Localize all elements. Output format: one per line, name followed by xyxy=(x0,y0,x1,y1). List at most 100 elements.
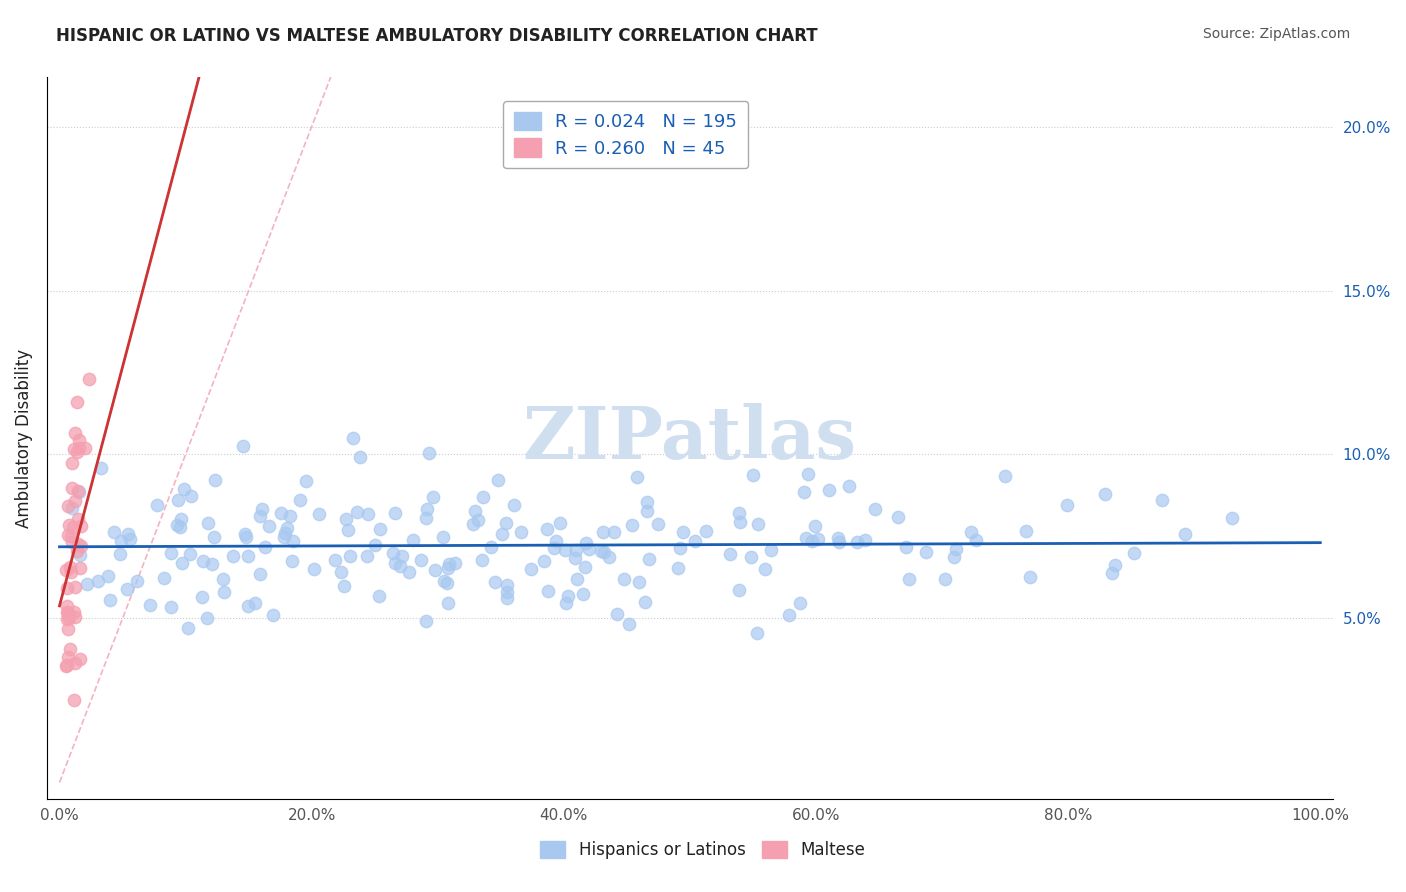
Point xyxy=(728,516,751,530)
Point xyxy=(63,693,86,707)
Legend: Hispanics or Latinos, Maltese: Hispanics or Latinos, Maltese xyxy=(534,834,872,866)
Point xyxy=(1015,524,1038,538)
Point xyxy=(536,523,558,537)
Point xyxy=(620,518,643,533)
Point xyxy=(759,542,782,557)
Point xyxy=(191,590,214,604)
Point xyxy=(262,608,284,623)
Point xyxy=(60,481,83,495)
Point xyxy=(97,568,120,582)
Point xyxy=(479,540,502,554)
Point xyxy=(179,547,201,561)
Point xyxy=(73,442,96,456)
Point xyxy=(274,525,297,540)
Point xyxy=(110,533,132,548)
Point xyxy=(66,544,89,558)
Point xyxy=(634,595,657,609)
Point xyxy=(463,516,485,531)
Point xyxy=(391,549,413,563)
Point xyxy=(56,581,79,595)
Point xyxy=(411,553,433,567)
Point xyxy=(166,517,188,532)
Point xyxy=(346,505,368,519)
Point xyxy=(464,504,486,518)
Point xyxy=(1101,566,1123,581)
Point xyxy=(793,485,815,500)
Point xyxy=(1056,498,1078,512)
Point xyxy=(564,551,586,566)
Point xyxy=(496,591,519,606)
Point xyxy=(173,482,195,496)
Point xyxy=(197,516,219,530)
Point xyxy=(418,446,440,460)
Point xyxy=(740,549,762,564)
Point xyxy=(290,493,312,508)
Point xyxy=(62,520,84,534)
Point xyxy=(221,549,243,563)
Point xyxy=(1094,487,1116,501)
Point xyxy=(575,535,598,549)
Point xyxy=(423,563,446,577)
Point xyxy=(211,572,233,586)
Point xyxy=(125,574,148,588)
Point xyxy=(67,484,90,499)
Point xyxy=(471,490,494,504)
Point xyxy=(323,553,346,567)
Point xyxy=(398,565,420,579)
Point xyxy=(281,554,304,568)
Point xyxy=(281,534,304,549)
Point xyxy=(555,597,578,611)
Point xyxy=(945,541,967,556)
Point xyxy=(846,534,869,549)
Point xyxy=(59,641,82,656)
Point xyxy=(598,549,620,564)
Point xyxy=(98,593,121,607)
Point xyxy=(794,531,817,545)
Point xyxy=(59,560,82,574)
Point xyxy=(636,495,658,509)
Point xyxy=(828,534,851,549)
Point xyxy=(959,524,981,539)
Point xyxy=(520,562,543,576)
Point xyxy=(818,483,841,497)
Text: Source: ZipAtlas.com: Source: ZipAtlas.com xyxy=(1202,27,1350,41)
Point xyxy=(384,557,406,571)
Point xyxy=(349,450,371,465)
Point xyxy=(58,607,80,622)
Point xyxy=(55,659,77,673)
Point xyxy=(169,520,191,534)
Point xyxy=(603,525,626,540)
Point xyxy=(63,605,86,619)
Point xyxy=(367,590,389,604)
Point xyxy=(69,539,91,553)
Point xyxy=(63,656,86,670)
Point xyxy=(495,516,517,530)
Point xyxy=(415,614,437,628)
Point xyxy=(415,502,437,516)
Point xyxy=(176,621,198,635)
Point xyxy=(837,479,859,493)
Point xyxy=(437,596,460,610)
Point xyxy=(637,551,659,566)
Point xyxy=(853,533,876,548)
Point xyxy=(789,595,811,609)
Legend: R = 0.024   N = 195, R = 0.260   N = 45: R = 0.024 N = 195, R = 0.260 N = 45 xyxy=(503,101,748,169)
Point xyxy=(103,525,125,540)
Point xyxy=(86,574,108,589)
Point xyxy=(146,498,169,512)
Point xyxy=(636,503,658,517)
Point xyxy=(67,434,90,448)
Point xyxy=(276,521,298,535)
Point xyxy=(1174,526,1197,541)
Point xyxy=(202,530,225,544)
Point xyxy=(613,572,636,586)
Point xyxy=(433,574,456,588)
Point xyxy=(278,509,301,524)
Point xyxy=(943,549,966,564)
Point xyxy=(727,583,749,598)
Point xyxy=(117,526,139,541)
Point xyxy=(66,512,89,526)
Point xyxy=(589,544,612,558)
Point xyxy=(65,426,87,441)
Point xyxy=(669,541,692,555)
